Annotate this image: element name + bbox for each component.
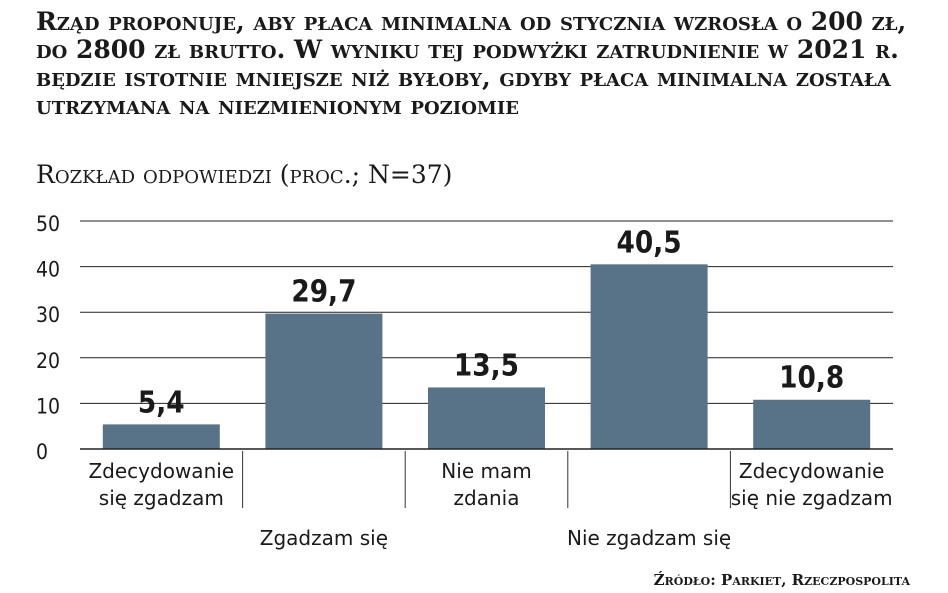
value-label: 10,8: [779, 360, 844, 395]
value-label: 40,5: [617, 225, 682, 260]
y-tick-label: 0: [36, 440, 48, 464]
x-tick-label: Zdecydowanie: [88, 459, 234, 483]
source-note: Źródło: Parkiet, Rzeczpospolita: [653, 571, 910, 589]
y-tick-label: 50: [36, 212, 60, 236]
x-tick-label: Zgadzam się: [260, 526, 388, 550]
y-tick-label: 40: [36, 258, 60, 282]
x-tick-label: się nie zgadzam: [731, 486, 893, 510]
bar: [428, 387, 545, 449]
x-tick-label: Nie zgadzam się: [567, 526, 731, 550]
x-tick-label: Nie mam: [441, 459, 531, 483]
value-label: 5,4: [138, 385, 185, 420]
y-tick-label: 10: [36, 394, 60, 418]
chart-title: Rząd proponuje, aby płaca minimalna od s…: [36, 7, 907, 120]
value-label: 13,5: [454, 348, 519, 383]
bar: [265, 313, 383, 449]
x-tick-label: zdania: [454, 486, 520, 510]
y-tick-label: 20: [36, 349, 60, 373]
bar: [590, 264, 708, 449]
value-label: 29,7: [291, 274, 356, 309]
x-tick-label: Zdecydowanie: [739, 459, 885, 483]
bar: [102, 424, 220, 449]
x-tick-label: się zgadzam: [99, 486, 224, 510]
bar: [753, 399, 871, 449]
chart-subtitle: Rozkład odpowiedzi (proc.; N=37): [36, 160, 453, 189]
y-tick-label: 30: [36, 303, 60, 327]
